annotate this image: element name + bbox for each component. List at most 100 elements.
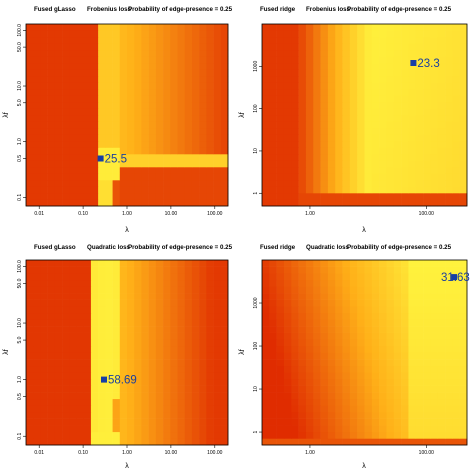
heatmap-cell: [459, 431, 468, 439]
heatmap-cell: [155, 319, 164, 327]
optimum-label: 23.3: [417, 58, 439, 70]
heatmap-cell: [393, 286, 402, 294]
heatmap-cell: [98, 405, 106, 413]
heatmap-cell: [54, 286, 63, 294]
heatmap-cell: [184, 266, 193, 274]
heatmap-cell: [386, 418, 395, 426]
heatmap-cell: [393, 167, 402, 174]
heatmap-cell: [26, 431, 34, 439]
heatmap-cell: [379, 50, 387, 57]
heatmap-cell: [134, 76, 142, 83]
heatmap-cell: [320, 108, 329, 116]
heatmap-cell: [90, 167, 99, 174]
heatmap-cell: [452, 76, 460, 83]
heatmap-cell: [335, 378, 343, 386]
heatmap-cell: [408, 431, 417, 439]
heatmap-cell: [423, 378, 431, 386]
heatmap-cell: [119, 418, 128, 426]
heatmap-cell: [262, 102, 270, 109]
heatmap-cell: [163, 24, 171, 31]
heatmap-cell: [379, 312, 387, 320]
heatmap-cell: [184, 279, 193, 287]
heatmap-cell: [54, 30, 63, 38]
heatmap-cell: [262, 186, 270, 194]
heatmap-cell: [276, 56, 285, 64]
heatmap-cell: [459, 299, 468, 307]
heatmap-cell: [283, 286, 292, 294]
heatmap-cell: [408, 312, 417, 320]
heatmap-cell: [105, 186, 113, 194]
heatmap-cell: [357, 385, 365, 393]
heatmap-cell: [47, 50, 56, 57]
heatmap-cell: [283, 385, 292, 393]
heatmap-cell: [155, 173, 164, 181]
heatmap-cell: [305, 37, 314, 44]
heatmap-cell: [83, 37, 92, 44]
heatmap-cell: [415, 418, 424, 426]
heatmap-cell: [327, 398, 336, 406]
heatmap-cell: [98, 167, 106, 174]
heatmap-cell: [33, 89, 41, 96]
heatmap-cell: [134, 128, 142, 135]
heatmap-cell: [90, 63, 99, 70]
heatmap-cell: [393, 378, 402, 386]
heatmap-cell: [191, 121, 200, 129]
heatmap-cell: [357, 76, 365, 83]
heatmap-cell: [213, 24, 222, 31]
heatmap-cell: [148, 345, 157, 353]
heatmap-cell: [401, 372, 409, 380]
heatmap-cell: [445, 199, 453, 207]
heatmap-cell: [430, 56, 439, 64]
heatmap-cell: [76, 306, 85, 314]
heatmap-cell: [155, 312, 164, 320]
heatmap-cell: [112, 411, 121, 419]
heatmap-cell: [305, 326, 314, 333]
heatmap-cell: [386, 50, 395, 57]
heatmap-cell: [220, 180, 229, 187]
heatmap-cell: [357, 431, 365, 439]
heatmap-cell: [298, 199, 307, 207]
heatmap-cell: [430, 286, 439, 294]
heatmap-cell: [305, 306, 314, 314]
heatmap-cell: [69, 359, 77, 367]
heatmap-cell: [170, 193, 178, 200]
heatmap-cell: [105, 345, 113, 353]
heatmap-cell: [283, 365, 292, 373]
heatmap-cell: [177, 30, 186, 38]
heatmap-cell: [269, 37, 277, 44]
heatmap-cell: [191, 95, 200, 103]
heatmap-cell: [298, 365, 307, 373]
heatmap-cell: [177, 332, 186, 340]
heatmap-cell: [393, 160, 402, 168]
heatmap-cell: [364, 24, 373, 31]
heatmap-cell: [199, 199, 207, 207]
heatmap-cell: [459, 378, 468, 386]
heatmap-cell: [148, 273, 157, 281]
heatmap-cell: [386, 141, 395, 148]
heatmap-cell: [155, 37, 164, 44]
heatmap-cell: [134, 306, 142, 314]
heatmap-cell: [276, 431, 285, 439]
heatmap-cell: [349, 24, 358, 31]
heatmap-cell: [335, 167, 343, 174]
heatmap-cell: [393, 332, 402, 340]
heatmap-cell: [298, 286, 307, 294]
heatmap-cell: [415, 82, 424, 90]
optimum-marker: [451, 274, 458, 281]
heatmap-cell: [141, 345, 149, 353]
heatmap-cell: [155, 392, 164, 400]
heatmap-cell: [349, 312, 358, 320]
heatmap-cell: [54, 306, 63, 314]
heatmap-cell: [148, 199, 157, 207]
heatmap-cell: [76, 193, 85, 200]
heatmap-cell: [445, 332, 453, 340]
heatmap-cell: [415, 411, 424, 419]
heatmap-cell: [26, 398, 34, 406]
heatmap-cell: [423, 293, 431, 300]
heatmap-cell: [357, 115, 365, 122]
heatmap-cell: [320, 279, 329, 287]
heatmap-cell: [357, 411, 365, 419]
heatmap-cell: [423, 199, 431, 207]
heatmap-cell: [342, 108, 351, 116]
heatmap-cell: [379, 359, 387, 367]
